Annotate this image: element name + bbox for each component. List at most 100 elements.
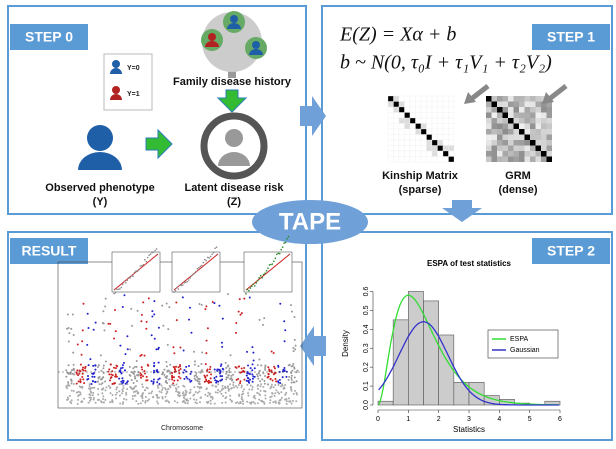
- qq-point: [260, 275, 262, 277]
- manhattan-point: [270, 378, 272, 380]
- manhattan-point: [137, 403, 139, 405]
- matrix-cell: [394, 157, 400, 163]
- matrix-cell: [432, 118, 438, 124]
- manhattan-point: [214, 403, 216, 405]
- formula: b ~ N(0, τ₀I + τ₁V₁ + τ₂V₂): [340, 52, 552, 74]
- manhattan-point: [284, 387, 286, 389]
- manhattan-point: [200, 387, 202, 389]
- y-tick-label: 0.6: [363, 286, 370, 296]
- qq-point: [135, 270, 137, 272]
- manhattan-point: [291, 370, 293, 372]
- manhattan-point: [119, 345, 121, 347]
- manhattan-point: [95, 402, 97, 404]
- manhattan-point: [295, 400, 297, 402]
- manhattan-point: [102, 367, 104, 369]
- qq-point: [141, 265, 143, 267]
- manhattan-point: [171, 377, 173, 379]
- manhattan-point: [286, 403, 288, 405]
- manhattan-point: [87, 375, 89, 377]
- matrix-cell: [530, 124, 536, 130]
- manhattan-point: [188, 365, 190, 367]
- manhattan-point: [132, 395, 134, 397]
- matrix-cell: [514, 151, 520, 157]
- manhattan-point: [275, 402, 277, 404]
- manhattan-point: [127, 380, 129, 382]
- manhattan-point: [235, 332, 237, 334]
- manhattan-point: [177, 386, 179, 388]
- matrix-cell: [536, 102, 542, 108]
- qq-point: [195, 271, 197, 273]
- manhattan-point: [174, 369, 176, 371]
- manhattan-point: [88, 397, 90, 399]
- manhattan-point: [292, 400, 294, 402]
- manhattan-point: [97, 366, 99, 368]
- matrix-cell: [410, 96, 416, 102]
- qq-point: [191, 275, 193, 277]
- qq-point: [273, 261, 275, 263]
- manhattan-point: [176, 388, 178, 390]
- manhattan-point: [222, 395, 224, 397]
- manhattan-point: [295, 345, 297, 347]
- manhattan-point: [212, 398, 214, 400]
- manhattan-point: [264, 369, 266, 371]
- matrix-cell: [530, 135, 536, 141]
- matrix-cell: [394, 124, 400, 130]
- manhattan-point: [115, 375, 117, 377]
- manhattan-point: [291, 379, 293, 381]
- manhattan-point: [185, 394, 187, 396]
- matrix-cell: [541, 146, 547, 152]
- manhattan-point: [236, 387, 238, 389]
- manhattan-point: [118, 390, 120, 392]
- manhattan-point: [238, 384, 240, 386]
- x-tick-label: 0: [376, 416, 380, 423]
- manhattan-point: [246, 380, 248, 382]
- manhattan-point: [296, 380, 298, 382]
- manhattan-point: [221, 379, 223, 381]
- manhattan-point: [265, 398, 267, 400]
- manhattan-point: [285, 398, 287, 400]
- manhattan-point: [198, 390, 200, 392]
- manhattan-point: [73, 369, 75, 371]
- manhattan-point: [143, 370, 145, 372]
- manhattan-point: [79, 378, 81, 380]
- matrix-cell: [519, 96, 525, 102]
- manhattan-point: [109, 379, 111, 381]
- qq-point: [179, 284, 181, 286]
- legend-text: Y=0: [127, 65, 140, 72]
- matrix-cell: [530, 107, 536, 113]
- matrix-cell: [492, 118, 498, 124]
- manhattan-point: [177, 394, 179, 396]
- matrix-cell: [497, 146, 503, 152]
- manhattan-point: [155, 348, 157, 350]
- manhattan-point: [153, 362, 155, 364]
- qq-point: [272, 263, 274, 265]
- manhattan-point: [140, 377, 142, 379]
- manhattan-point: [194, 401, 196, 403]
- manhattan-point: [179, 377, 181, 379]
- manhattan-point: [225, 402, 227, 404]
- manhattan-point: [146, 387, 148, 389]
- matrix-cell: [410, 102, 416, 108]
- manhattan-point: [242, 390, 244, 392]
- matrix-cell: [514, 107, 520, 113]
- qq-point: [204, 259, 206, 261]
- manhattan-point: [293, 368, 295, 370]
- step-label: STEP 0: [25, 29, 73, 45]
- manhattan-point: [232, 384, 234, 386]
- manhattan-point: [173, 352, 175, 354]
- manhattan-point: [115, 397, 117, 399]
- matrix-cell: [416, 96, 422, 102]
- manhattan-point: [225, 367, 227, 369]
- manhattan-point: [206, 375, 208, 377]
- manhattan-point: [224, 386, 226, 388]
- manhattan-point: [262, 324, 264, 326]
- manhattan-point: [110, 376, 112, 378]
- manhattan-point: [92, 394, 94, 396]
- manhattan-point: [122, 385, 124, 387]
- manhattan-point: [125, 392, 127, 394]
- manhattan-point: [274, 384, 276, 386]
- manhattan-point: [189, 307, 191, 309]
- manhattan-point: [207, 395, 209, 397]
- matrix-cell: [405, 102, 411, 108]
- manhattan-point: [278, 384, 280, 386]
